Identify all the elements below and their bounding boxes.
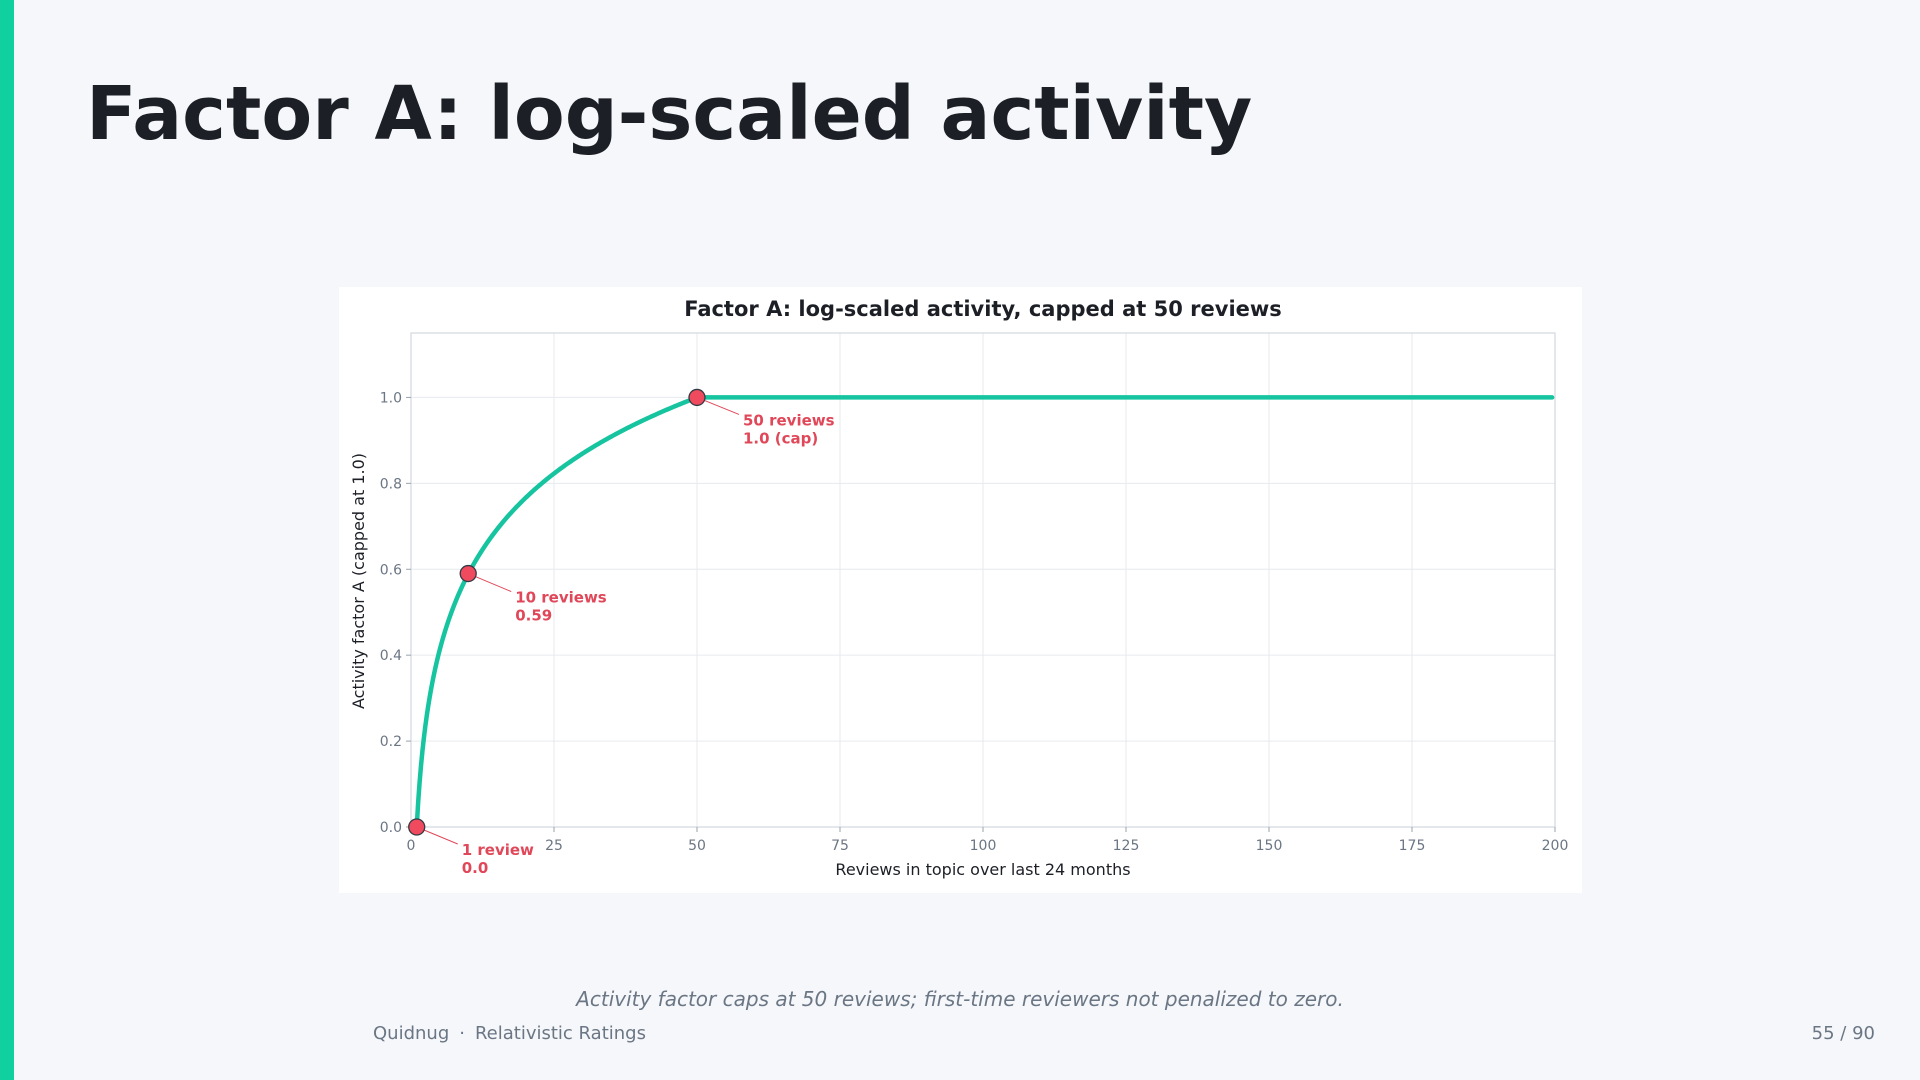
annotation-label-line1: 50 reviews [743,411,835,429]
x-tick-label: 125 [1113,838,1140,854]
x-tick-label: 25 [545,838,563,854]
footer-brand: Quidnug [373,1023,450,1044]
annotation-label-line1: 1 review [462,841,534,859]
y-axis-label: Activity factor A (capped at 1.0) [349,453,368,709]
x-tick-label: 50 [688,838,706,854]
annotation-label-line2: 0.0 [462,859,489,877]
y-tick-label: 1.0 [380,390,402,406]
annotation-label-line2: 0.59 [515,607,552,625]
y-tick-label: 0.6 [380,562,402,578]
y-tick-label: 0.0 [380,820,402,836]
annotation-label-line2: 1.0 (cap) [743,429,818,447]
x-axis-label: Reviews in topic over last 24 months [835,860,1130,879]
accent-bar [0,0,14,1080]
axis-ticks: 0 25 50 75 100 125 150 175 200 0.0 0.2 0.4 0.6 0.8 1.0 [380,390,1569,854]
x-tick-label: 150 [1256,838,1283,854]
chart-card: Factor A: log-scaled activity, capped at… [339,287,1582,893]
data-point-marker [688,388,706,407]
slide-title: Factor A: log-scaled activity [86,71,1253,157]
x-tick-label: 75 [831,838,849,854]
slide-caption: Activity factor caps at 50 reviews; firs… [576,987,1344,1011]
footer-deck-name: Relativistic Ratings [474,1023,646,1044]
series-line [414,395,1555,830]
page-number: 55 / 90 [1811,1023,1875,1044]
annotation-label-line1: 10 reviews [515,589,607,607]
x-tick-label: 0 [407,838,416,854]
activity-factor-chart: Factor A: log-scaled activity, capped at… [349,297,1569,879]
footer-separator: · [459,1023,465,1044]
x-tick-label: 100 [970,838,997,854]
y-tick-label: 0.8 [380,476,402,492]
x-tick-label: 200 [1542,838,1569,854]
y-tick-label: 0.2 [380,734,402,750]
y-tick-label: 0.4 [380,648,402,664]
data-point-marker [408,818,426,836]
data-point-marker [459,564,477,583]
series-layer [414,395,1555,830]
x-tick-label: 175 [1399,838,1426,854]
grid [411,333,1555,827]
footer-brand-line: Quidnug · Relativistic Ratings [373,1023,646,1044]
chart-title: Factor A: log-scaled activity, capped at… [684,297,1282,321]
